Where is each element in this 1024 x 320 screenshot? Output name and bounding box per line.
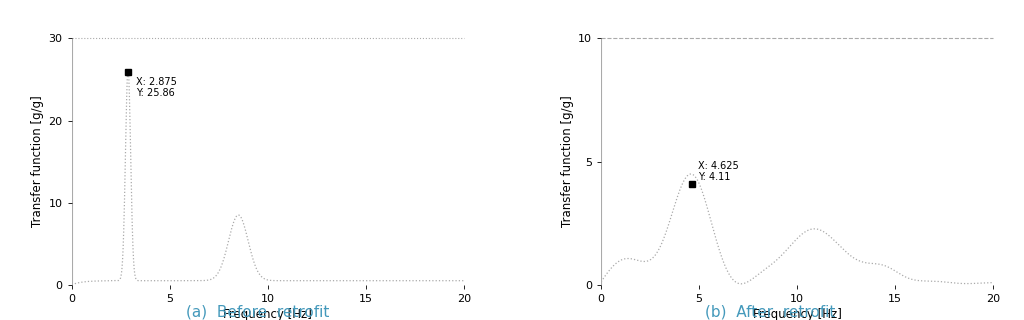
Text: X: 2.875
Y: 25.86: X: 2.875 Y: 25.86 bbox=[136, 76, 177, 98]
Text: X: 4.625
Y: 4.11: X: 4.625 Y: 4.11 bbox=[697, 161, 738, 182]
Y-axis label: Transfer function [g/g]: Transfer function [g/g] bbox=[561, 96, 573, 228]
Text: (a)  Before  retrofit: (a) Before retrofit bbox=[186, 305, 330, 320]
X-axis label: Frequency [Hz]: Frequency [Hz] bbox=[223, 308, 312, 320]
X-axis label: Frequency [Hz]: Frequency [Hz] bbox=[753, 308, 842, 320]
Text: (b)  After  retrofit: (b) After retrofit bbox=[705, 305, 836, 320]
Y-axis label: Transfer function [g/g]: Transfer function [g/g] bbox=[32, 96, 44, 228]
